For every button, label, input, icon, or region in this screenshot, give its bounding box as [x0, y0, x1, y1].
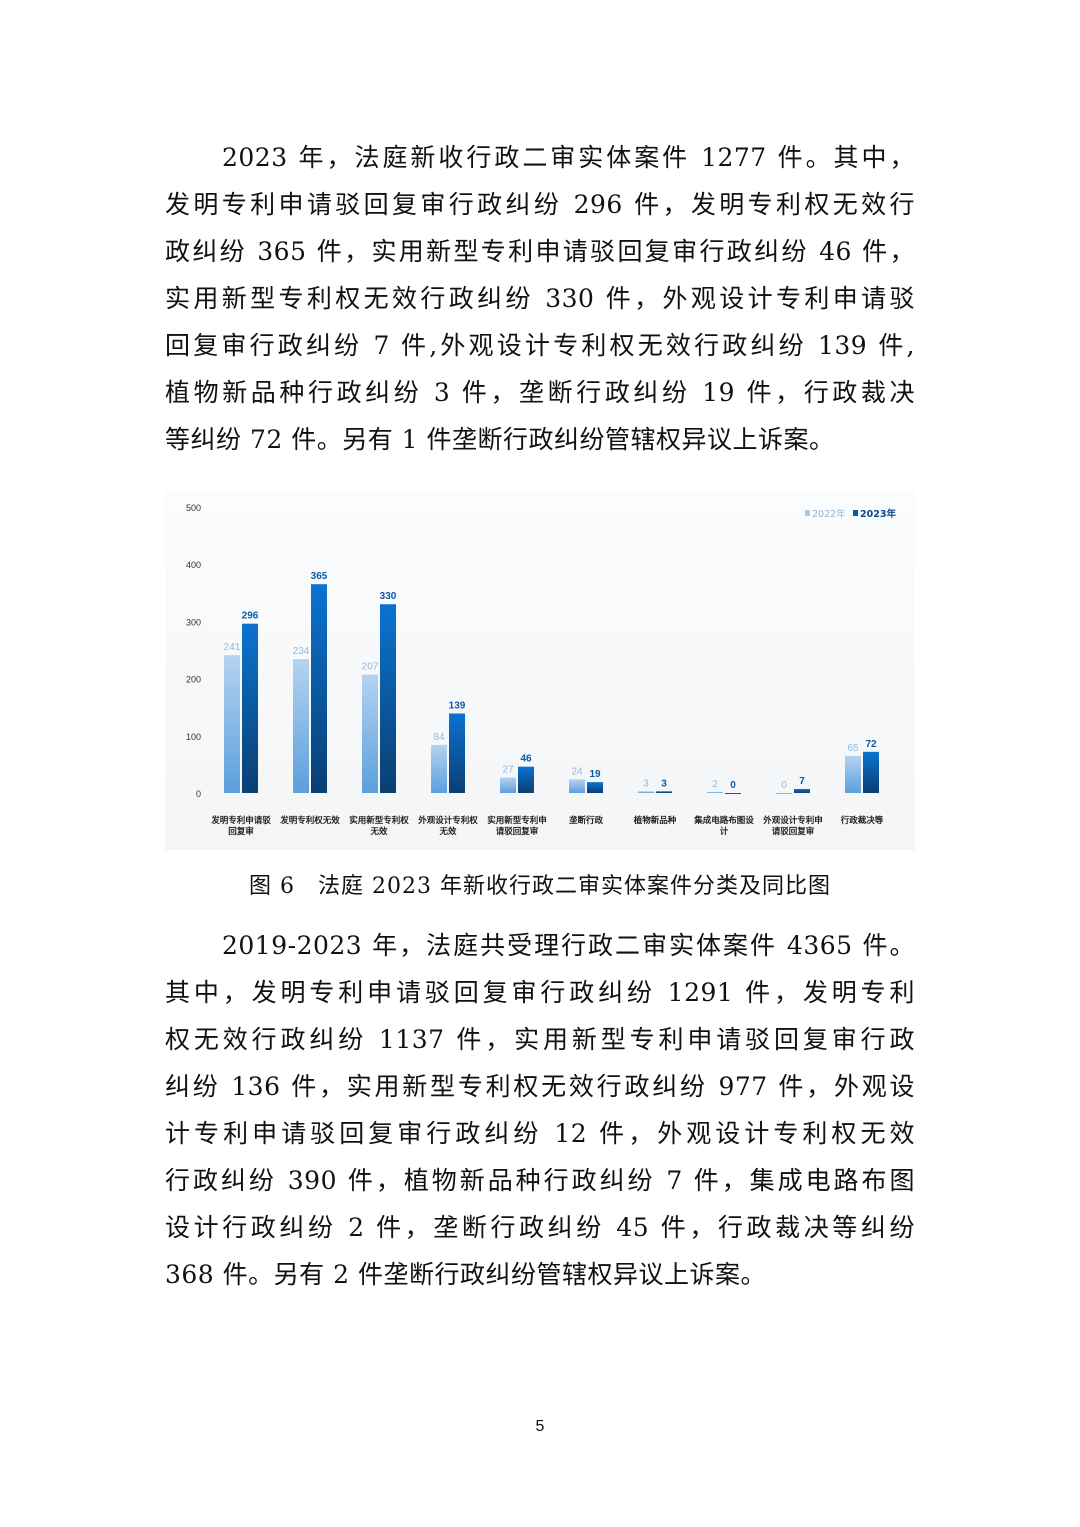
bar-2023 — [656, 791, 672, 793]
legend-label: 2023年 — [860, 508, 896, 520]
text-line: 2023 年，法庭新收行政二审实体案件 1277 件。其中， — [222, 143, 915, 172]
data-label: 46 — [520, 754, 532, 765]
bar-2022 — [293, 659, 309, 793]
bar-2022 — [707, 791, 723, 793]
data-label: 24 — [571, 766, 583, 777]
y-tick-label: 300 — [186, 617, 201, 627]
x-tick-label: 垄断行政 — [569, 815, 604, 826]
y-tick-label: 200 — [186, 675, 201, 685]
data-label: 0 — [781, 780, 787, 791]
x-tick-label: 无效 — [369, 826, 388, 837]
data-label: 241 — [224, 642, 241, 653]
x-tick-label: 实用新型专利权 — [349, 815, 409, 826]
y-tick-label: 500 — [186, 503, 201, 513]
bar-2022 — [500, 777, 516, 793]
bar-2022 — [776, 793, 792, 794]
x-tick-label: 发明专利权无效 — [279, 815, 340, 826]
bar-2023 — [242, 623, 258, 793]
text-line: 纠纷 136 件，实用新型专利权无效行政纠纷 977 件，外观设 — [165, 1072, 915, 1101]
x-tick-label: 计 — [720, 826, 729, 837]
text-line: 发明专利申请驳回复审行政纠纷 296 件，发明专利权无效行 — [165, 190, 915, 219]
bar-2022 — [224, 655, 240, 793]
bar-2023 — [725, 793, 741, 794]
paragraph-1: 2023 年，法庭新收行政二审实体案件 1277 件。其中， 发明专利申请驳回复审… — [165, 134, 915, 463]
text-line: 回复审行政纠纷 7 件,外观设计专利权无效行政纠纷 139 件, — [165, 331, 915, 360]
text-line: 实用新型专利权无效行政纠纷 330 件，外观设计专利申请驳 — [165, 284, 915, 313]
legend-swatch — [853, 510, 858, 516]
x-tick-label: 外观设计专利权 — [417, 815, 478, 826]
data-label: 27 — [502, 765, 514, 776]
text-line: 政纠纷 365 件，实用新型专利申请驳回复审行政纠纷 46 件， — [165, 237, 915, 266]
bar-2023 — [587, 782, 603, 793]
x-tick-label: 请驳回复审 — [496, 826, 539, 837]
text-line: 等纠纷 72 件。另有 1 件垄断行政纠纷管辖权异议上诉案。 — [165, 425, 835, 454]
text-line: 计专利申请驳回复审行政纠纷 12 件，外观设计专利权无效 — [165, 1119, 915, 1148]
bar-2022 — [845, 755, 861, 793]
bar-2023 — [518, 766, 534, 793]
page-number: 5 — [535, 1418, 545, 1435]
y-tick-label: 400 — [186, 560, 201, 570]
bar-2022 — [569, 779, 585, 793]
bar-2022 — [362, 674, 378, 793]
legend-swatch — [805, 510, 810, 516]
x-tick-label: 实用新型专利申 — [487, 815, 547, 826]
x-tick-label: 请驳回复审 — [772, 826, 815, 837]
bar-2023 — [380, 604, 396, 793]
data-label: 72 — [865, 739, 877, 750]
bar-2023 — [311, 584, 327, 793]
data-label: 234 — [293, 646, 310, 657]
text-line: 行政纠纷 390 件，植物新品种行政纠纷 7 件，集成电路布图 — [165, 1166, 915, 1195]
x-tick-label: 发明专利申请驳 — [210, 815, 271, 826]
data-label: 139 — [449, 700, 466, 711]
text-line: 权无效行政纠纷 1137 件，实用新型专利申请驳回复审行政 — [165, 1025, 915, 1054]
text-line: 植物新品种行政纠纷 3 件，垄断行政纠纷 19 件，行政裁决 — [165, 378, 915, 407]
x-tick-label: 无效 — [438, 826, 457, 837]
x-tick-label: 植物新品种 — [633, 815, 677, 826]
text-line: 设计行政纠纷 2 件，垄断行政纠纷 45 件，行政裁决等纠纷 — [165, 1213, 915, 1242]
bar-2023 — [794, 788, 810, 793]
x-tick-label: 行政裁决等 — [840, 815, 884, 826]
bar-2022 — [431, 744, 447, 793]
data-label: 19 — [589, 769, 601, 780]
data-label: 207 — [362, 662, 379, 673]
legend-label: 2022年 — [812, 508, 846, 520]
data-label: 365 — [311, 571, 328, 582]
text-line: 368 件。另有 2 件垄断行政纠纷管辖权异议上诉案。 — [165, 1260, 766, 1289]
figure-caption: 图 6 法庭 2023 年新收行政二审实体案件分类及同比图 — [249, 874, 831, 899]
x-tick-label: 集成电路布图设 — [693, 815, 754, 826]
data-label: 330 — [380, 591, 397, 602]
data-label: 2 — [712, 779, 718, 790]
data-label: 3 — [661, 778, 667, 789]
text-line: 其中，发明专利申请驳回复审行政纠纷 1291 件，发明专利 — [165, 978, 915, 1007]
chart-background — [165, 490, 915, 850]
x-tick-label: 回复审 — [228, 826, 254, 837]
x-tick-label: 外观设计专利申 — [762, 815, 823, 826]
text-line: 2019-2023 年，法庭共受理行政二审实体案件 4365 件。 — [222, 931, 915, 960]
data-label: 0 — [730, 780, 736, 791]
bar-chart: 0100200300400500241296发明专利申请驳回复审234365发明… — [165, 490, 915, 850]
bar-2023 — [863, 751, 879, 793]
bar-2022 — [638, 791, 654, 793]
data-label: 7 — [799, 776, 805, 787]
data-label: 65 — [847, 743, 859, 754]
paragraph-2: 2019-2023 年，法庭共受理行政二审实体案件 4365 件。其中，发明专利… — [165, 922, 915, 1298]
data-label: 84 — [433, 732, 445, 743]
y-tick-label: 0 — [196, 789, 201, 799]
bar-2023 — [449, 713, 465, 793]
y-tick-label: 100 — [186, 732, 201, 742]
data-label: 296 — [242, 611, 259, 622]
data-label: 3 — [643, 778, 649, 789]
